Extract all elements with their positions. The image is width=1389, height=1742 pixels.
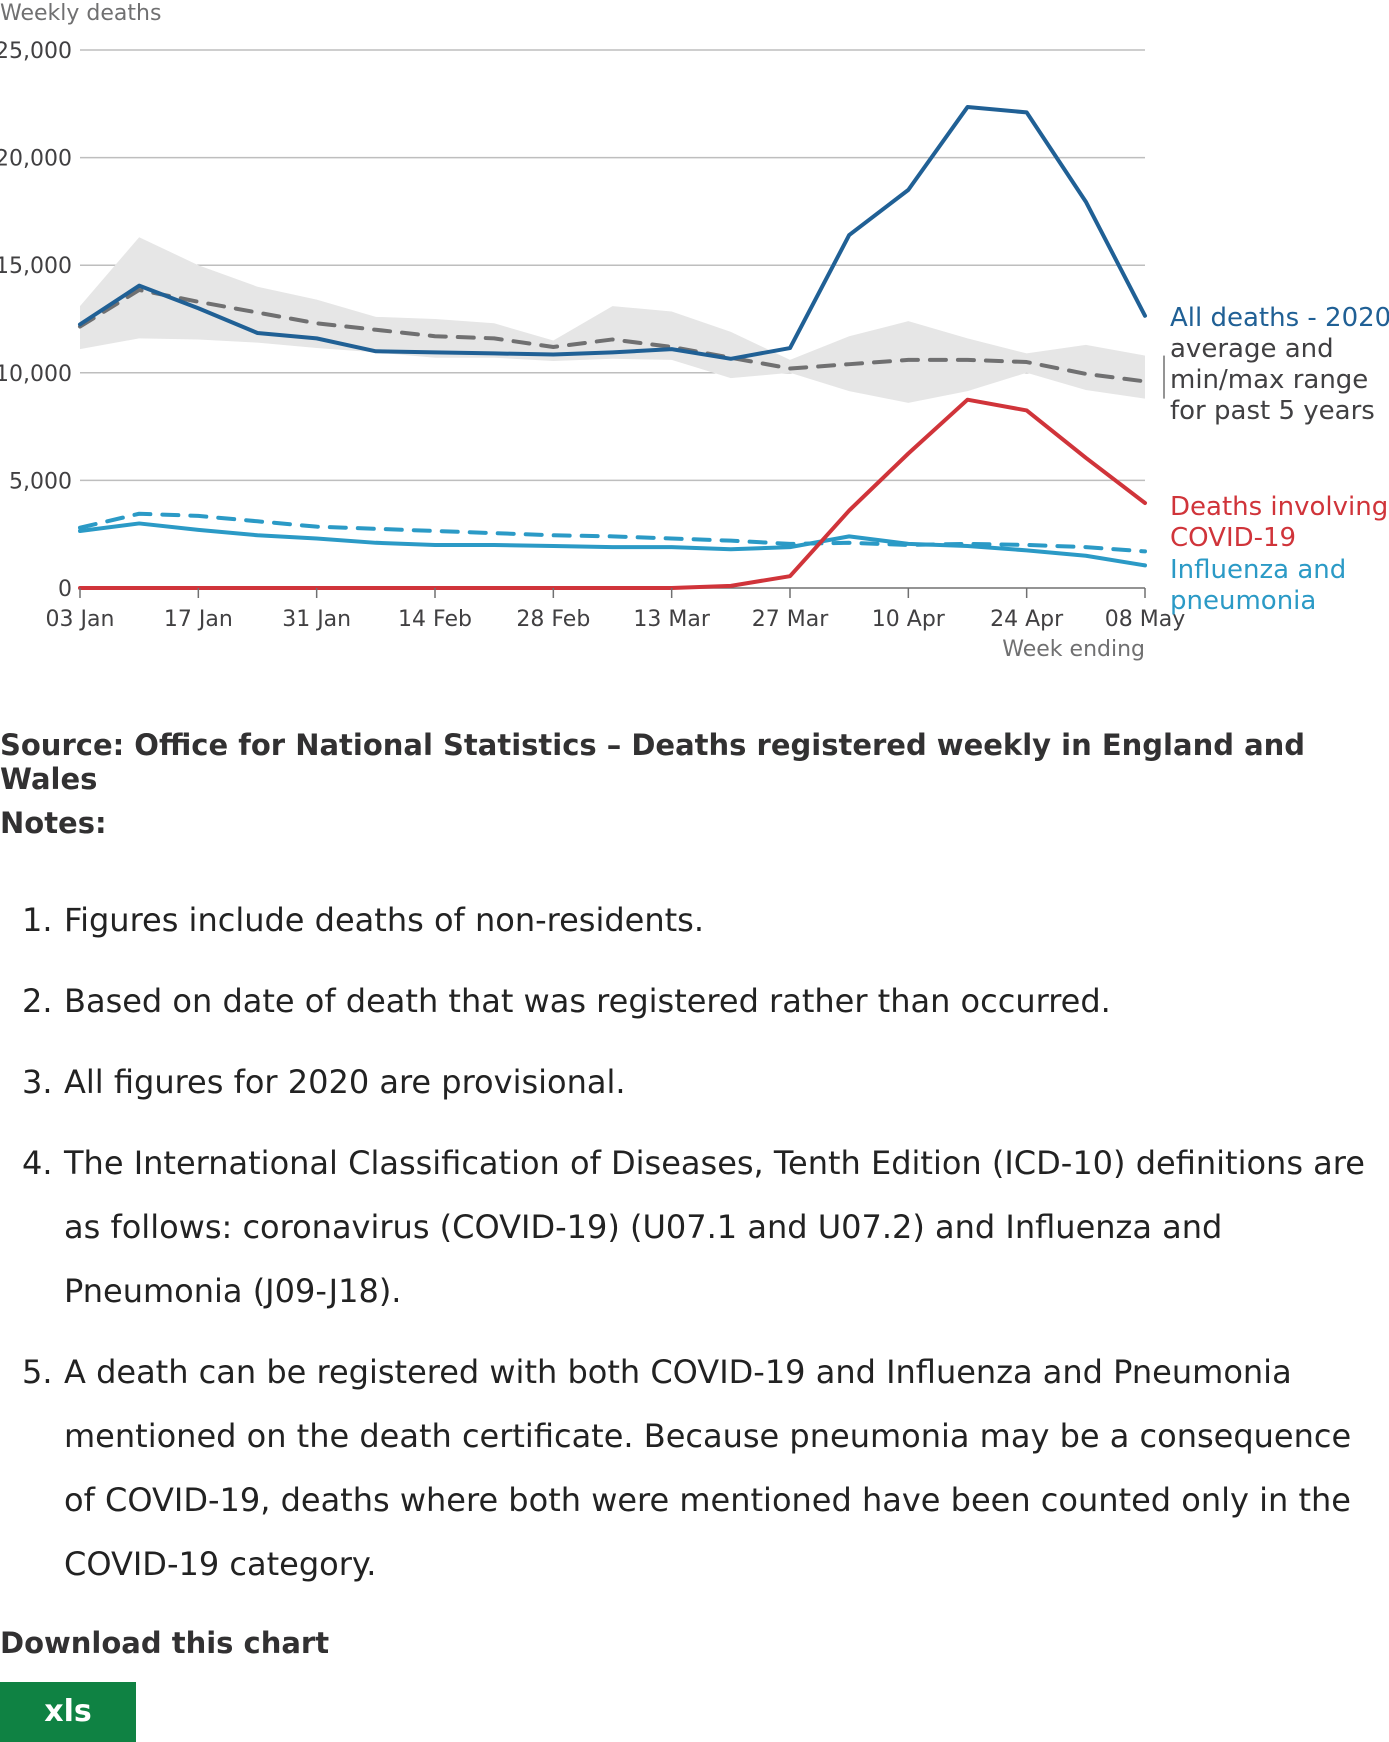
source-text: Source: Office for National Statistics –… <box>0 728 1306 796</box>
note-item: 4. The International Classification of Di… <box>0 1131 1370 1323</box>
covid-19-line <box>78 397 1147 590</box>
line-label: Influenza and <box>1170 555 1346 585</box>
y-tick-label: 20,000 <box>0 147 72 172</box>
note-number: 4. <box>22 1144 53 1182</box>
x-tick-label: 13 Mar <box>633 607 710 632</box>
y-axis-label: Weekly deaths <box>0 1 161 26</box>
x-axis: 03 Jan 17 Jan 31 Jan 14 Feb 28 Feb 13 Mar 27 M… <box>46 588 1185 632</box>
line-label: for past 5 years <box>1170 396 1375 426</box>
note-number: 2. <box>22 982 53 1020</box>
x-tick-label: 31 Jan <box>282 607 351 632</box>
note-text: Based on date of death that was register… <box>64 982 1111 1020</box>
line-label: COVID-19 <box>1170 523 1296 553</box>
y-tick-label: 10,000 <box>0 362 72 387</box>
x-tick-label: 08 May <box>1105 607 1185 632</box>
range-band <box>80 237 1145 403</box>
x-tick-label: 28 Feb <box>516 607 590 632</box>
notes-heading: Notes: <box>0 806 107 840</box>
grid-lines <box>80 49 1145 589</box>
x-tick-label: 17 Jan <box>164 607 233 632</box>
x-tick-label: 24 Apr <box>990 607 1064 632</box>
note-number: 3. <box>22 1063 53 1101</box>
y-axis-ticks: 0 5,000 10,000 15,000 20,000 25,000 <box>0 39 72 602</box>
note-text: All figures for 2020 are provisional. <box>64 1063 626 1101</box>
x-tick-label: 14 Feb <box>398 607 472 632</box>
influenza-pneumonia-line <box>78 521 1147 568</box>
weekly-deaths-chart: 0 5,000 10,000 15,000 20,000 25,000 Weekly de… <box>0 1 1389 662</box>
note-item: 5. A death can be registered with both CO… <box>0 1340 1370 1596</box>
download-xls-button[interactable]: xls <box>0 1682 136 1742</box>
series-lines <box>78 105 1147 590</box>
line-label: All deaths - 2020 <box>1170 303 1389 333</box>
line-label: Deaths involving <box>1170 492 1388 522</box>
note-item: 2. Based on date of death that was regist… <box>0 969 1370 1033</box>
notes-list: 1. Figures include deaths of non-resident… <box>0 888 1370 1613</box>
x-tick-label: 27 Mar <box>752 607 829 632</box>
range-band-area <box>80 237 1145 403</box>
y-tick-label: 5,000 <box>9 469 72 494</box>
note-text: Figures include deaths of non-residents. <box>64 901 705 939</box>
all-deaths-line <box>78 105 1147 361</box>
line-label: pneumonia <box>1170 586 1316 616</box>
note-number: 1. <box>22 901 53 939</box>
x-tick-label: 10 Apr <box>872 607 946 632</box>
line-label: average and <box>1170 334 1334 364</box>
note-text: The International Classification of Dise… <box>64 1144 1365 1310</box>
y-tick-label: 15,000 <box>0 254 72 279</box>
note-item: 3. All figures for 2020 are provisional. <box>0 1050 1370 1114</box>
download-heading: Download this chart <box>0 1626 330 1660</box>
x-tick-label: 03 Jan <box>46 607 115 632</box>
note-number: 5. <box>22 1353 53 1391</box>
note-item: 1. Figures include deaths of non-resident… <box>0 888 1370 952</box>
five-year-average-line <box>78 287 1147 384</box>
influenza-pneumonia-average-line <box>78 511 1147 554</box>
line-label: min/max range <box>1170 365 1368 395</box>
y-tick-label: 25,000 <box>0 39 72 64</box>
note-text: A death can be registered with both COVI… <box>64 1353 1352 1583</box>
x-axis-label: Week ending <box>1002 637 1145 662</box>
y-tick-label: 0 <box>58 577 72 602</box>
